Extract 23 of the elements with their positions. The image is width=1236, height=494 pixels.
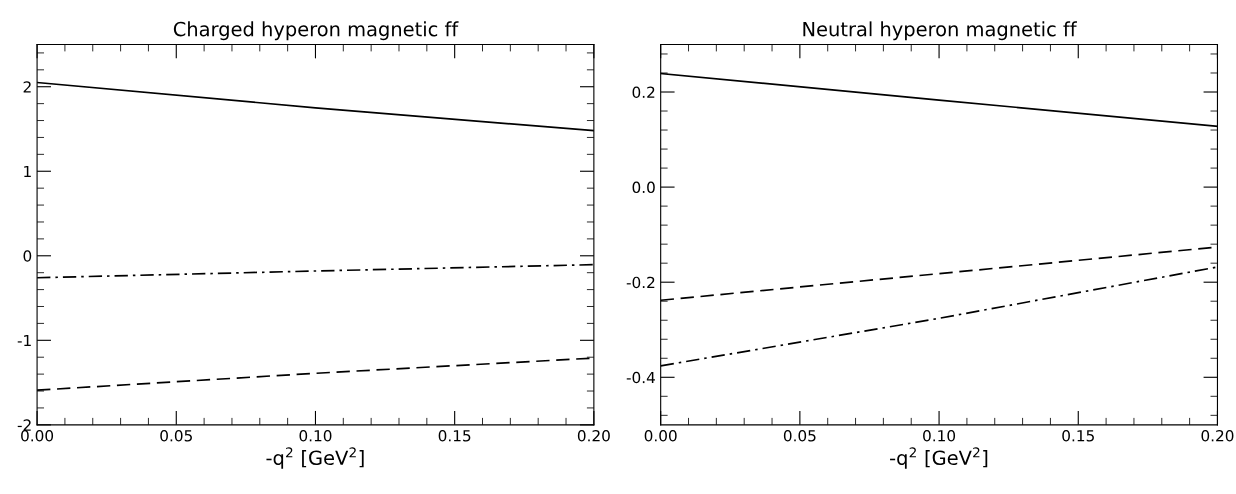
y-tick-label: -0.4 <box>626 371 655 384</box>
chart-title: Charged hyperon magnetic ff <box>173 21 459 41</box>
y-tick-label: -1 <box>17 334 31 347</box>
x-axis-title: -q$^{2}$ [GeV$^{2}$] <box>890 447 988 469</box>
chart-title: Neutral hyperon magnetic ff <box>803 21 1077 41</box>
x-tick-label: 0.20 <box>577 429 610 442</box>
y-tick-label: 0 <box>23 250 32 262</box>
y-tick-label: 0.0 <box>632 181 655 194</box>
x-tick-label: 0.15 <box>1062 429 1094 442</box>
x-tick-label: 0.05 <box>160 429 192 442</box>
x-tick-label: 0.20 <box>1201 429 1234 442</box>
x-tick-label: 0.00 <box>21 429 54 442</box>
y-tick-label: -0.2 <box>626 276 655 289</box>
x-tick-label: 0.05 <box>783 429 816 442</box>
x-tick-label: 0.00 <box>644 429 677 442</box>
y-tick-label: 1 <box>24 165 31 178</box>
x-tick-label: 0.15 <box>438 429 471 442</box>
x-tick-label: 0.10 <box>923 429 956 442</box>
y-tick-label: 0.2 <box>632 86 655 99</box>
y-tick-label: 2 <box>23 81 31 93</box>
y-tick-label: -2 <box>17 419 31 431</box>
x-axis-title: -q$^{2}$ [GeV$^{2}$] <box>266 447 364 469</box>
x-tick-label: 0.10 <box>299 429 332 442</box>
